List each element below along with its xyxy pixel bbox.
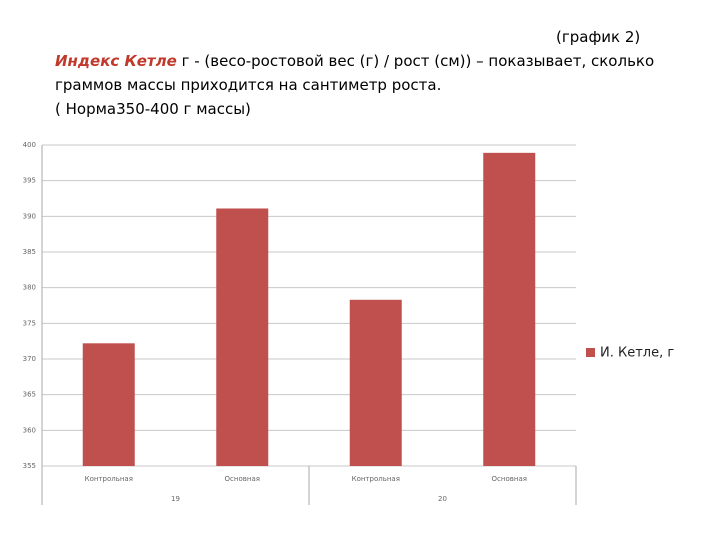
x-tick-label: Основная xyxy=(225,475,260,483)
definition-line: Индекс Кетле г - (весо-ростовой вес (г) … xyxy=(55,52,654,70)
group-label: 20 xyxy=(438,495,447,503)
y-tick-label: 375 xyxy=(23,319,36,327)
y-tick-label: 390 xyxy=(23,212,36,220)
bar xyxy=(483,152,536,466)
y-tick-label: 395 xyxy=(23,177,36,185)
x-tick-label: Контрольная xyxy=(85,475,133,483)
x-tick-label: Контрольная xyxy=(352,475,400,483)
caption: (график 2) xyxy=(556,28,641,46)
term: Индекс Кетле xyxy=(55,52,177,70)
y-tick-label: 380 xyxy=(23,284,36,292)
definition-line-2: граммов массы приходится на сантиметр ро… xyxy=(55,76,442,94)
y-tick-label: 365 xyxy=(23,391,36,399)
norm: ( Норма350-400 г массы) xyxy=(55,100,251,118)
y-tick-label: 385 xyxy=(23,248,36,256)
bar xyxy=(216,208,269,466)
bar xyxy=(349,299,402,466)
definition: г - (весо-ростовой вес (г) / рост (см)) … xyxy=(176,52,655,70)
y-tick-label: 400 xyxy=(23,141,36,149)
legend-label: И. Кетле, г xyxy=(600,346,674,361)
group-label: 19 xyxy=(171,495,180,503)
y-tick-label: 370 xyxy=(23,355,36,363)
y-tick-label: 355 xyxy=(23,462,36,470)
bar xyxy=(82,343,135,466)
y-tick-label: 360 xyxy=(23,426,36,434)
legend-swatch xyxy=(586,348,595,357)
x-tick-label: Основная xyxy=(492,475,527,483)
